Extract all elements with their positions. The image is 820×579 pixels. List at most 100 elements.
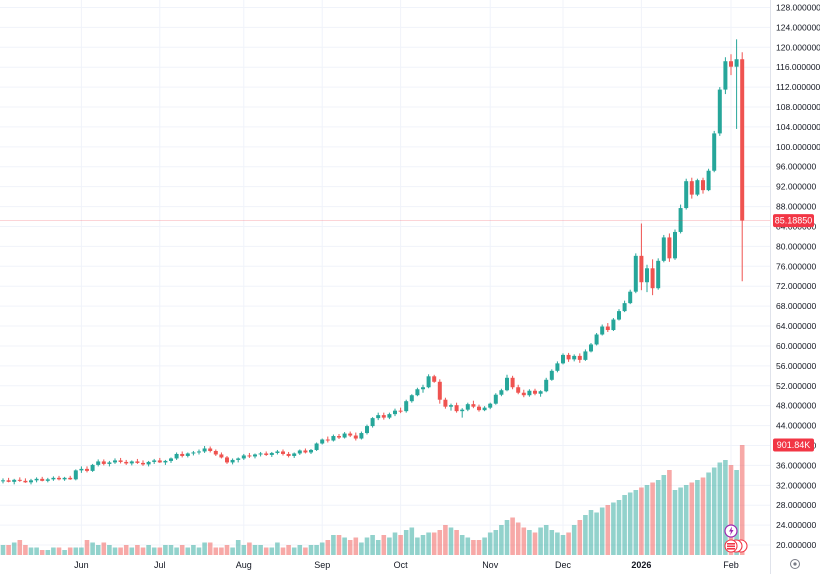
time-tick-label: Feb [723,560,739,570]
price-tick-label: 52.000000 [776,381,816,391]
candle-body [292,453,297,456]
candle-body [325,439,330,441]
candle-body [348,433,353,436]
candle-body [169,458,173,461]
candle-body [432,376,437,382]
candle-body [337,436,341,438]
candle-body [650,268,655,289]
volume-bar [426,532,431,555]
volume-bar [465,537,471,555]
candle-body [421,387,425,390]
volume-bar [17,540,23,555]
candle-body [628,291,633,304]
candle-body [594,334,599,345]
price-axis[interactable]: 128.000000 124.000000 120.000000 116.000000… [770,0,820,574]
candle-body [202,448,207,452]
candle-body [555,363,560,371]
volume-bar [275,542,280,555]
volume-bar [185,547,191,555]
time-axis[interactable]: Jun Jul Aug Sep Oct Nov Dec 2026 Feb [74,560,739,570]
volume-bar [549,530,555,555]
candle-body [387,414,392,418]
volume-bar [252,545,258,555]
candle-body [68,477,73,480]
candle-body [51,477,56,480]
candle-body [152,460,157,462]
candle-body [365,426,369,434]
candle-body [477,406,481,411]
volume-bar [325,540,331,555]
volume-bar [415,537,420,555]
candle-body [600,326,605,335]
volume-bar [717,462,723,555]
volume-bar [605,505,611,555]
candle-body [180,453,185,456]
chart-settings-button[interactable] [790,559,800,569]
volume-bar [135,545,140,555]
candle-body [29,480,33,483]
gear-icon [790,559,800,569]
volume-bar [678,487,683,555]
price-tick-label: 88.000000 [776,202,816,212]
candle-body [197,451,201,453]
candle-body [370,418,375,427]
candle-body [633,255,638,292]
candle-body [505,377,509,391]
price-tick-label: 120.000000 [776,42,820,52]
event-markers[interactable] [724,524,748,553]
candle-body [409,395,414,402]
volume-bar [269,547,275,555]
candle-body [101,461,106,464]
volume-bar [129,547,135,555]
candle-body [723,61,728,90]
candle-body [740,59,745,221]
candle-body [241,455,246,459]
candle-body [353,435,358,439]
volume-bar [381,535,387,555]
volume-bar [359,542,364,555]
price-tick-label: 56.000000 [776,361,816,371]
volume-bar [23,545,28,555]
volume-bar [11,542,17,555]
volume-bar [202,542,207,555]
volume-bar [101,542,107,555]
price-tick-label: 72.000000 [776,281,816,291]
volume-bar [476,540,482,555]
price-tick-label: 24.000000 [776,520,816,530]
volume-bars [0,445,745,555]
volume-bar [538,527,543,555]
flag-icon [727,543,735,550]
candle-body [561,354,565,364]
price-tick-label: 48.000000 [776,401,816,411]
candle-body [499,390,504,395]
volume-bar [174,547,179,555]
candle-body [185,453,190,456]
volume-bar [224,545,230,555]
candle-body [572,355,577,360]
volume-bar [448,527,454,555]
price-tick-label: 68.000000 [776,301,816,311]
volume-bar [650,482,655,555]
candle-body [645,268,649,283]
volume-bar [375,540,381,555]
volume-bar [263,547,269,555]
volume-bar [258,545,263,555]
time-tick-label: Sep [314,560,330,570]
volume-bar [431,532,437,555]
volume-bar [123,545,129,555]
price-tick-label: 124.000000 [776,22,820,32]
candle-body [174,453,179,459]
candle-body [225,457,229,463]
volume-bar [56,547,62,555]
candle-body [12,479,17,482]
candle-body [129,461,134,464]
candle-body [297,450,302,454]
volume-bar [308,545,314,555]
volume-bar [583,515,588,555]
candle-body [549,370,554,380]
volume-bar [734,470,739,555]
candle-body [589,344,593,352]
candle-body [17,479,22,481]
